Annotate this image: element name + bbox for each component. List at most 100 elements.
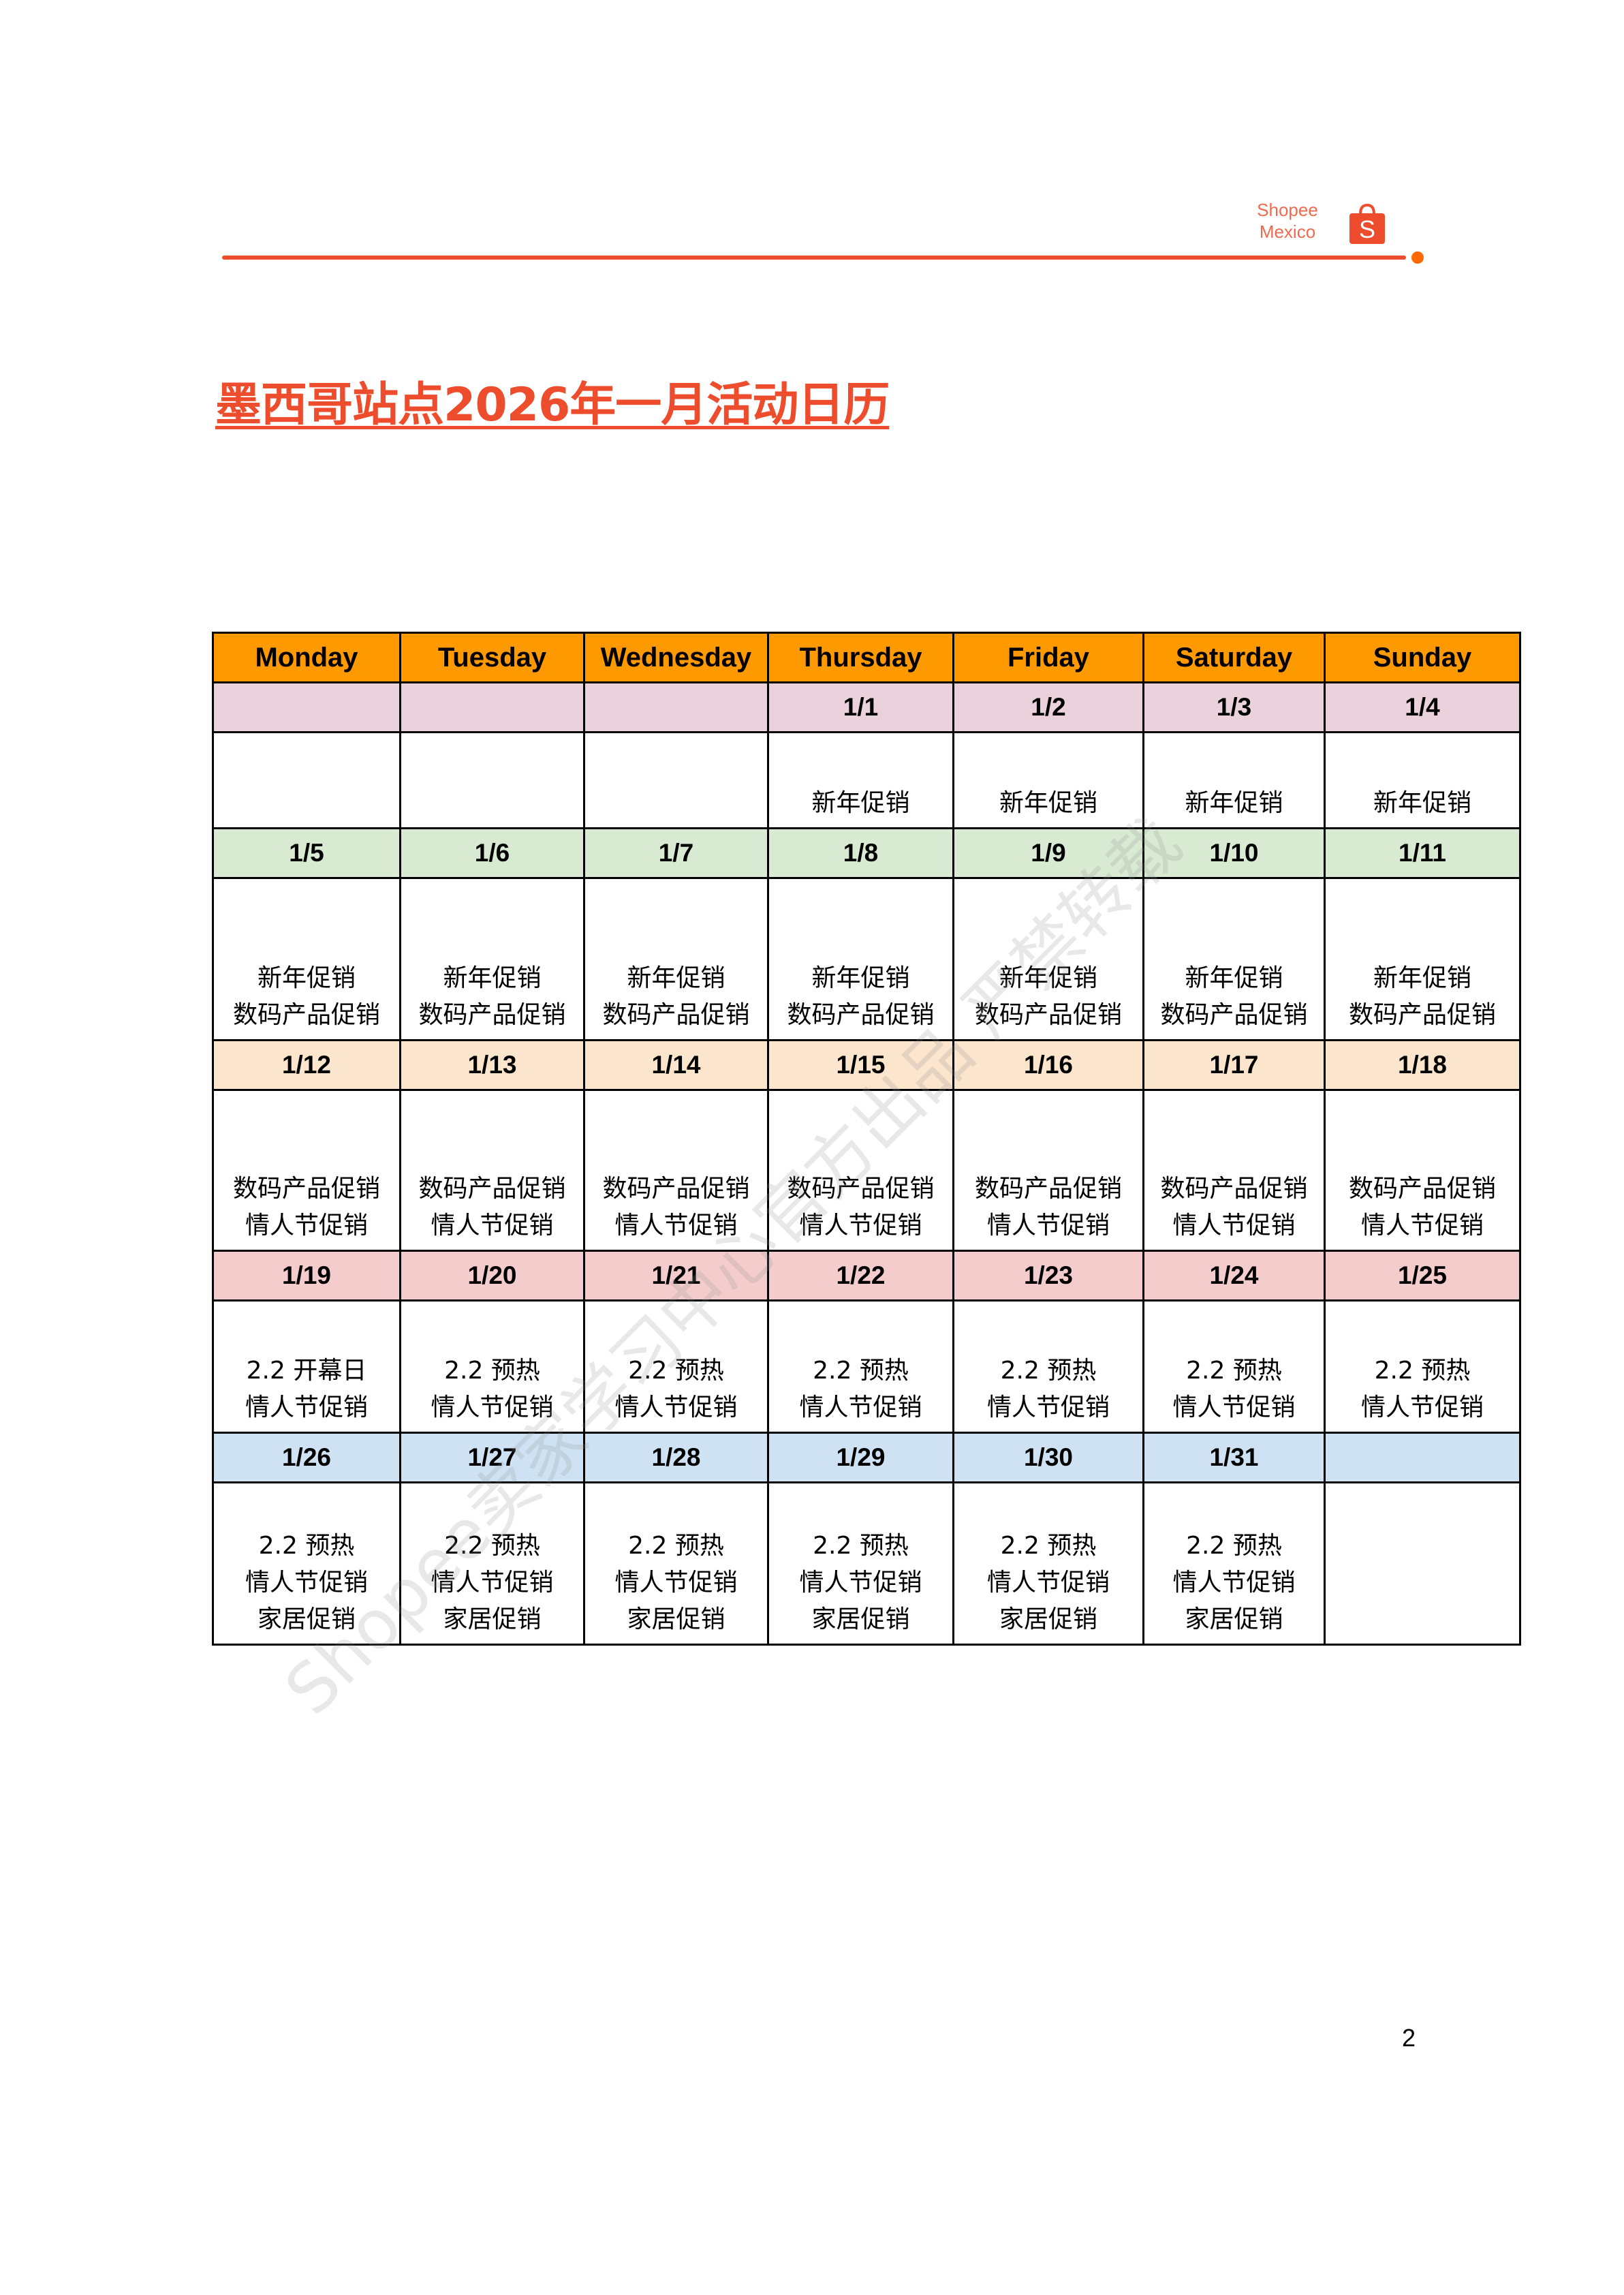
events-cell: 新年促销 [1324,731,1521,829]
date-cell: 1/15 [767,1039,954,1091]
date-cell: 1/17 [1142,1039,1326,1091]
events-cell: 数码产品促销 情人节促销 [1142,1089,1326,1252]
date-row: 1/5 1/6 1/7 1/8 1/9 1/10 1/11 [212,827,1521,879]
event-label: 新年促销 [811,964,910,992]
event-label: 2.2 预热 [444,1532,540,1560]
events-cell: 2.2 预热 情人节促销 [583,1299,769,1434]
brand-name: Shopee Mexico [1243,199,1332,243]
header-rule [222,256,1406,260]
weekday-sunday: Sunday [1324,632,1521,683]
weekday-wednesday: Wednesday [583,632,769,683]
event-label: 情人节促销 [245,1569,368,1597]
events-cell: 2.2 预热 情人节促销 [1142,1299,1326,1434]
events-cell: 2.2 开幕日 情人节促销 [212,1299,401,1434]
event-label: 数码产品促销 [974,1175,1122,1203]
events-cell: 2.2 预热 情人节促销 家居促销 [1142,1481,1326,1646]
event-label: 新年促销 [1373,789,1471,817]
event-label: 新年促销 [999,964,1097,992]
events-cell: 2.2 预热 情人节促销 [1324,1299,1521,1434]
date-cell: 1/20 [399,1250,585,1301]
event-label: 新年促销 [999,789,1097,817]
date-cell: 1/11 [1324,827,1521,879]
weekday-friday: Friday [952,632,1144,683]
events-cell: 新年促销数码产品促销 [952,877,1144,1041]
event-label: 数码产品促销 [232,1001,380,1029]
event-label: 情人节促销 [614,1212,738,1239]
event-label: 情人节促销 [986,1212,1110,1239]
event-label: 新年促销 [257,964,356,992]
event-label: 数码产品促销 [1348,1175,1496,1203]
events-cell: 2.2 预热 情人节促销 [767,1299,954,1434]
event-label: 家居促销 [443,1605,542,1633]
events-row: 数码产品促销 情人节促销 数码产品促销 情人节促销 数码产品促销 情人节促销 数码产品促销情… [212,1089,1521,1252]
events-cell: 数码产品促销 情人节促销 [212,1089,401,1252]
event-label: 数码产品促销 [602,1175,750,1203]
date-cell: 1/25 [1324,1250,1521,1301]
events-cell: 新年促销 [952,731,1144,829]
event-label: 2.2 预热 [1186,1532,1282,1560]
date-cell: 1/8 [767,827,954,879]
date-cell: 1/2 [952,681,1144,733]
events-cell: 2.2 预热 情人节促销 [399,1299,585,1434]
events-cell: 新年促销数码产品促销 [212,877,401,1041]
events-row: 新年促销 数码产品促销 新年促销 数码产品促销 新年促销 数码产品促销 新年促销 数码产品促销… [212,877,1521,1041]
date-cell [583,681,769,733]
events-cell: 数码产品促销 情人节促销 [952,1089,1144,1252]
event-label: 情人节促销 [1172,1212,1296,1239]
events-cell: 新年促销数码产品促销 [583,877,769,1041]
event-label: 新年促销 [443,964,542,992]
event-label: 数码产品促销 [974,1001,1122,1029]
event-label: 情人节促销 [431,1393,554,1421]
events-row: 2.2 预热 情人节促销 家居促销 2.2 预热 情人节促销 家居促销 2.2 预热 情人节促… [212,1481,1521,1646]
event-label: 家居促销 [999,1605,1097,1633]
date-cell: 1/3 [1142,681,1326,733]
header-dot [1411,251,1424,264]
event-label: 2.2 预热 [628,1357,724,1385]
date-cell: 1/31 [1142,1432,1326,1483]
event-label: 情人节促销 [614,1393,738,1421]
event-label: 2.2 预热 [628,1532,724,1560]
date-cell: 1/29 [767,1432,954,1483]
weekday-header-row: Monday Tuesday Wednesday Thursday Friday Satu… [212,632,1521,683]
event-label: 新年促销 [627,964,725,992]
events-cell: 2.2 预热 情人节促销 [952,1299,1144,1434]
events-cell: 2.2 预热 情人节促销 家居促销 [212,1481,401,1646]
event-label: 数码产品促销 [602,1001,750,1029]
event-label: 情人节促销 [245,1393,368,1421]
date-cell: 1/7 [583,827,769,879]
date-cell: 1/13 [399,1039,585,1091]
event-label: 2.2 预热 [813,1357,909,1385]
events-cell [1324,1481,1521,1646]
date-cell: 1/22 [767,1250,954,1301]
event-label: 情人节促销 [1360,1393,1484,1421]
event-label: 2.2 预热 [1000,1532,1097,1560]
events-cell [212,731,401,829]
date-cell: 1/26 [212,1432,401,1483]
date-cell: 1/6 [399,827,585,879]
date-cell: 1/27 [399,1432,585,1483]
event-label: 2.2 预热 [444,1357,540,1385]
date-cell: 1/18 [1324,1039,1521,1091]
events-cell: 2.2 预热 情人节促销 家居促销 [952,1481,1144,1646]
date-cell [1324,1432,1521,1483]
brand-name-line2: Mexico [1259,221,1316,242]
event-label: 情人节促销 [799,1212,922,1239]
event-label: 新年促销 [1185,789,1283,817]
event-label: 2.2 预热 [813,1532,909,1560]
events-cell: 新年促销 [767,731,954,829]
events-cell: 数码产品促销 情人节促销 [399,1089,585,1252]
events-cell: 新年促销 数码产品促销 [1324,877,1521,1041]
event-label: 数码产品促销 [1160,1175,1308,1203]
event-label: 数码产品促销 [1348,1001,1496,1029]
date-cell: 1/1 [767,681,954,733]
weekday-thursday: Thursday [767,632,954,683]
date-cell: 1/19 [212,1250,401,1301]
event-label: 家居促销 [811,1605,910,1633]
event-label: 情人节促销 [431,1569,554,1597]
events-cell: 数码产品促销 情人节促销 [767,1089,954,1252]
event-label: 数码产品促销 [418,1175,566,1203]
event-label: 家居促销 [1185,1605,1283,1633]
date-row: 1/19 1/20 1/21 1/22 1/23 1/24 1/25 [212,1250,1521,1301]
event-label: 情人节促销 [614,1569,738,1597]
date-row: 1/1 1/2 1/3 1/4 [212,681,1521,733]
